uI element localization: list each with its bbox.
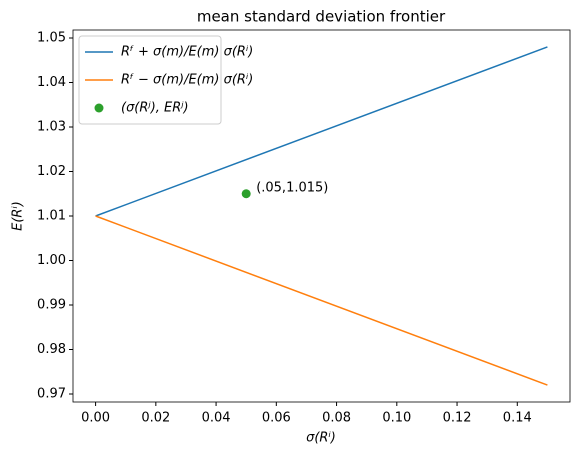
line [95,215,548,386]
y-tick-label: 1.02 [37,164,66,179]
y-tick-label: 0.99 [37,297,66,312]
x-tick-label: 0.14 [503,411,532,426]
y-axis-label: E(Rⁱ) [11,201,26,231]
chart-title: mean standard deviation frontier [197,8,446,26]
x-tick-label: 0.08 [322,411,351,426]
y-tick-label: 1.04 [37,75,66,90]
x-tick-label: 0.00 [81,411,110,426]
y-tick-label: 0.97 [37,386,66,401]
y-tick-label: 1.00 [37,253,66,268]
legend-marker [94,103,104,113]
legend-label: (σ(Rʲ), ERʲ) [121,101,189,116]
annotation: (.05,1.015) [256,180,328,195]
legend-box [78,35,222,125]
y-tick-label: 0.98 [37,342,66,357]
line [95,46,548,217]
x-tick-label: 0.04 [202,411,231,426]
legend-label: Rᶠ + σ(m)/E(m) σ(Rⁱ) [121,45,253,60]
y-tick-label: 1.03 [37,120,66,135]
x-tick-label: 0.10 [382,411,411,426]
x-tick-label: 0.06 [262,411,291,426]
y-tick-label: 1.01 [37,209,66,224]
x-tick-label: 0.02 [141,411,170,426]
legend-label: Rᶠ − σ(m)/E(m) σ(Rⁱ) [121,73,253,88]
point [241,189,251,199]
x-axis-label: σ(Rⁱ) [306,431,336,446]
x-tick-label: 0.12 [443,411,472,426]
y-tick-label: 1.05 [37,31,66,46]
plot-frame [72,29,571,403]
